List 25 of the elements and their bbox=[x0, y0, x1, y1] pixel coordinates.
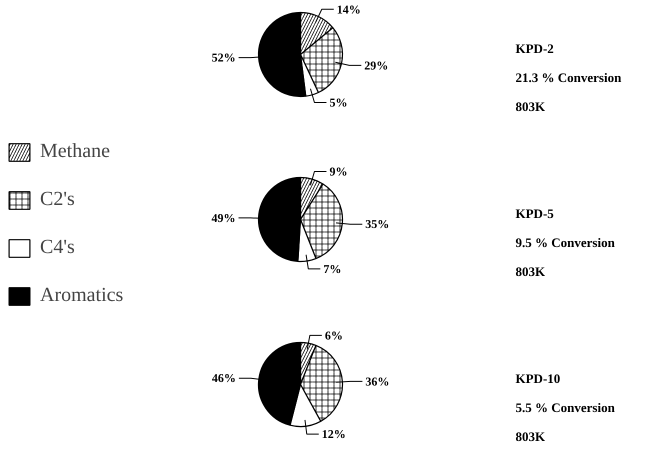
data-label: 14% bbox=[336, 2, 361, 16]
legend-label: Methane bbox=[40, 140, 110, 163]
data-label: 46% bbox=[212, 371, 236, 386]
data-label: 52% bbox=[212, 50, 236, 65]
data-label: 29% bbox=[364, 58, 388, 72]
text: KPD-2 bbox=[516, 41, 554, 56]
data-label: 5% bbox=[329, 96, 348, 110]
legend-label: C4's bbox=[40, 236, 75, 259]
data-label: 35% bbox=[365, 217, 390, 232]
data-label: 49% bbox=[212, 210, 236, 225]
data-label: 7% bbox=[323, 262, 342, 276]
data-label: 9% bbox=[329, 164, 348, 178]
legend-label: C2's bbox=[40, 188, 75, 211]
text: 803K bbox=[516, 264, 546, 279]
text: 21.3 % Conversion bbox=[516, 70, 622, 85]
text: 803K bbox=[516, 99, 546, 114]
text: KPD-5 bbox=[516, 206, 554, 221]
text: 9.5 % Conversion bbox=[516, 235, 616, 250]
text: 5.5 % Conversion bbox=[516, 400, 616, 415]
data-label: 12% bbox=[322, 427, 346, 442]
text: 803K bbox=[516, 429, 546, 444]
legend-label: Aromatics bbox=[40, 284, 124, 307]
data-label: 6% bbox=[324, 328, 343, 342]
data-label: 36% bbox=[365, 374, 390, 388]
text: KPD-10 bbox=[516, 371, 560, 386]
